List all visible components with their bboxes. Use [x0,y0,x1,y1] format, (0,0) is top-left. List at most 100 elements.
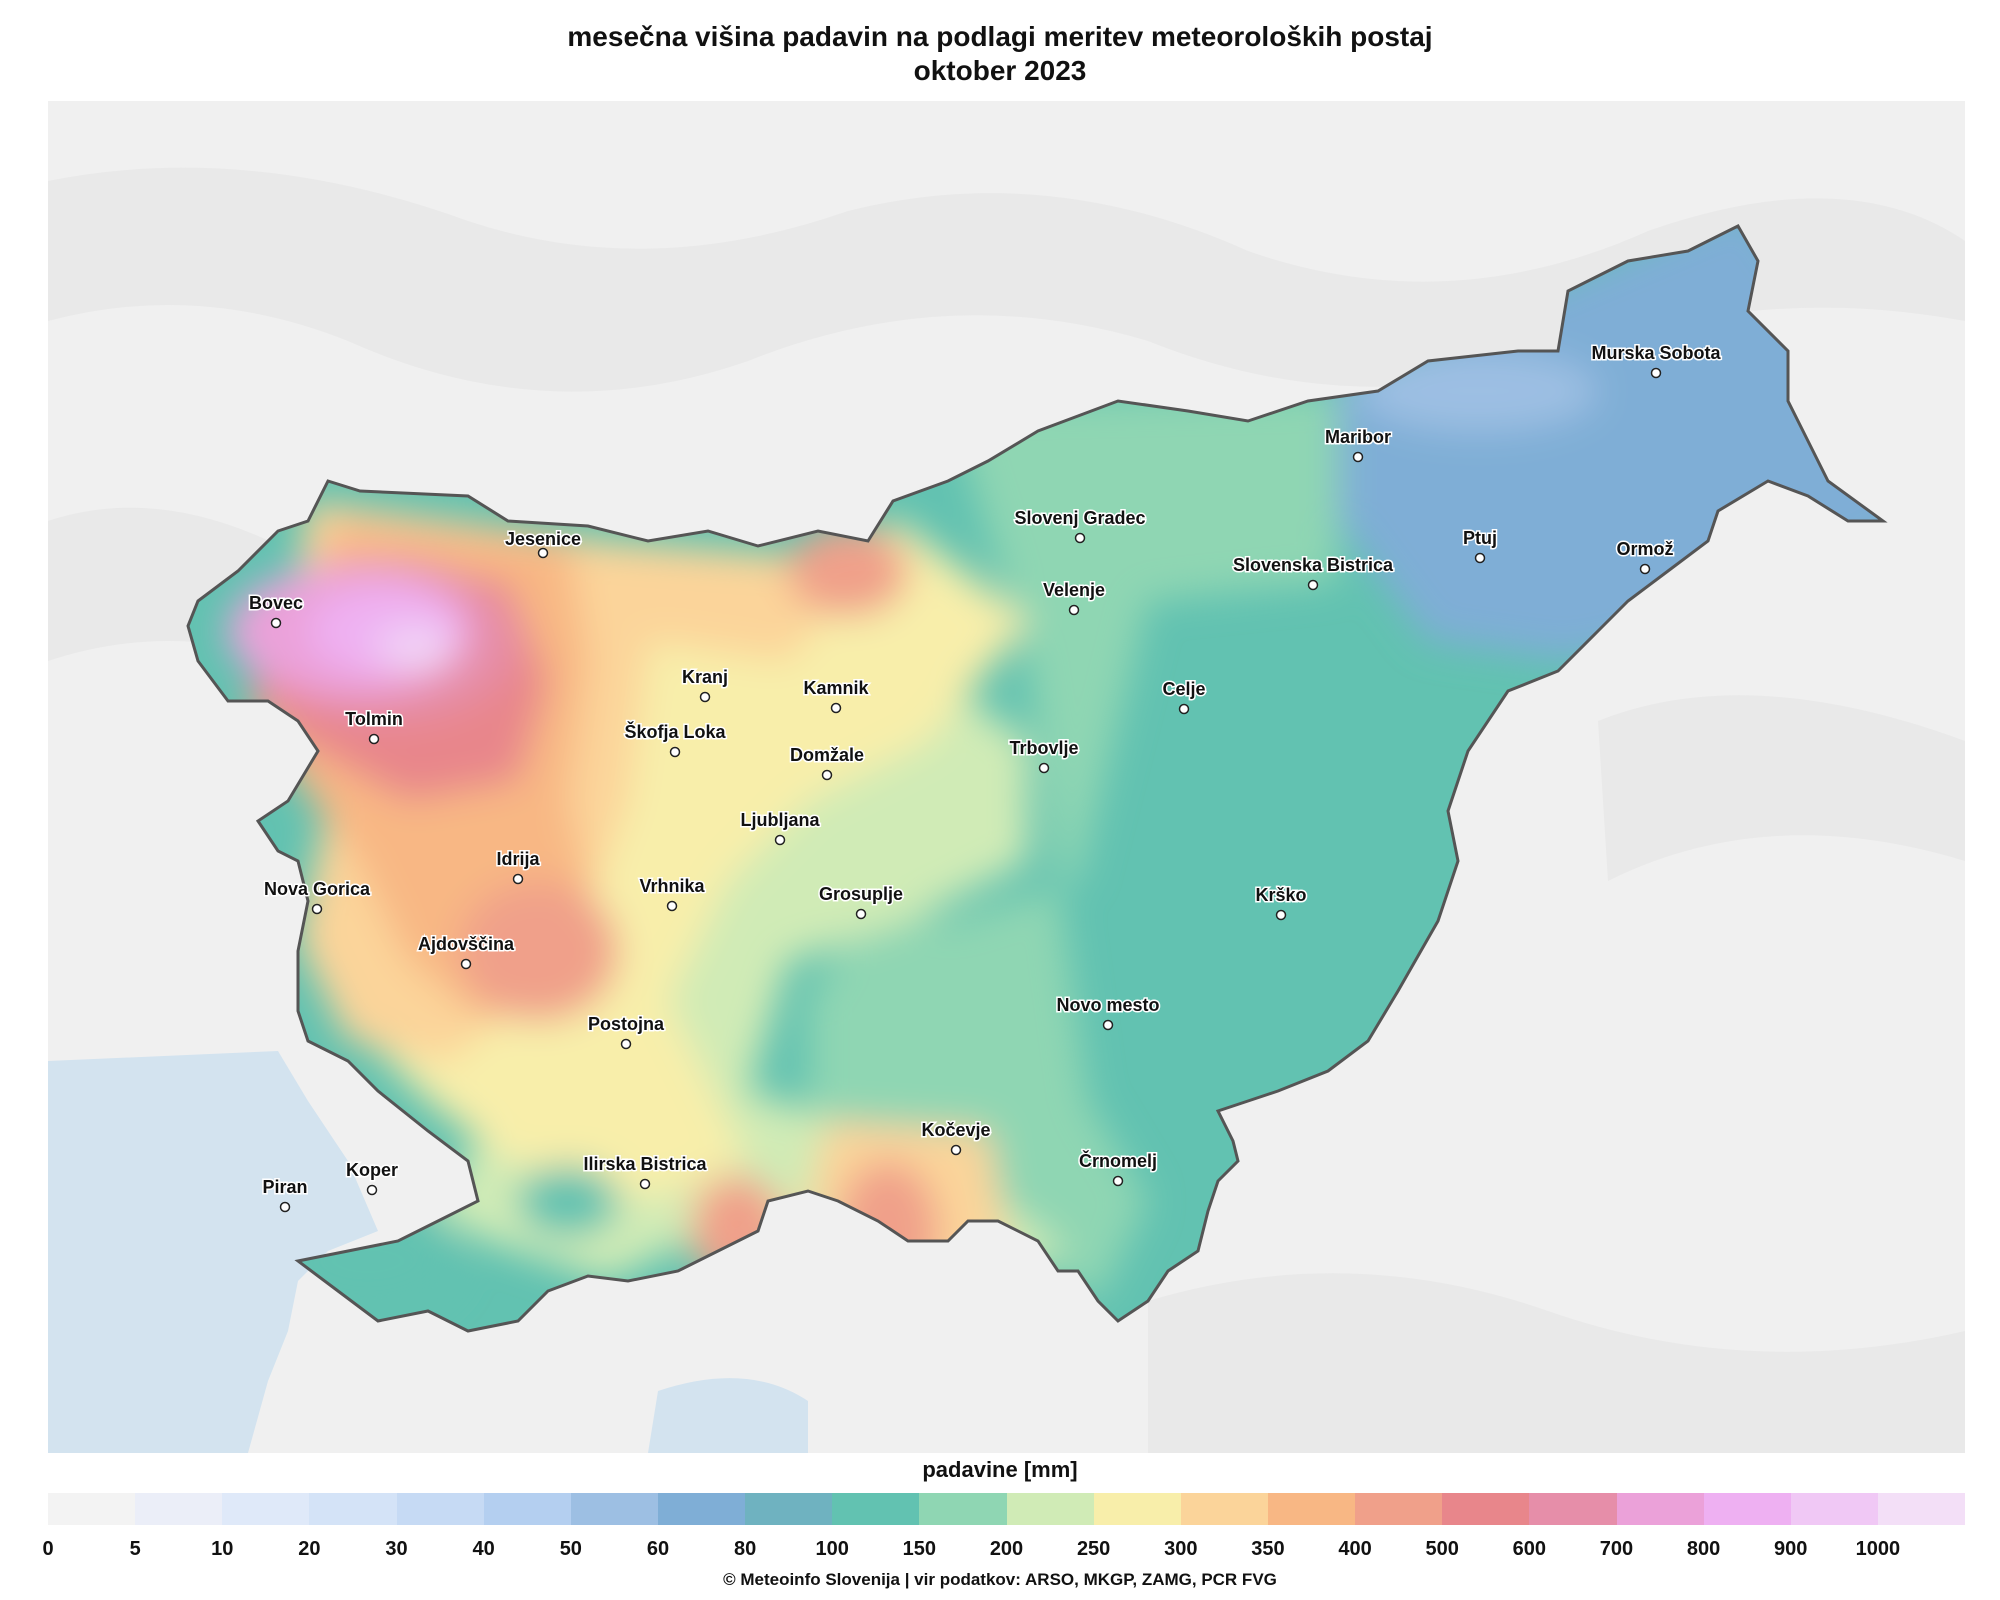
city-label: Koper [346,1160,398,1180]
legend-tick: 40 [472,1538,495,1560]
city-label: Kamnik [803,678,869,698]
city-label: Velenje [1043,580,1105,600]
city-dot [270,617,282,629]
legend-swatch [1703,1493,1791,1525]
map-subtitle-date: oktober 2023 [913,55,1087,86]
city-label: Škofja Loka [624,721,726,742]
city-dot [830,702,842,714]
legend-tick: 300 [1164,1538,1198,1560]
city-marker: Murska Sobota [1590,342,1723,379]
legend-tick: 60 [646,1538,670,1560]
legend-tick: 250 [1076,1538,1111,1560]
legend-swatch [1442,1493,1530,1525]
city-label: Celje [1162,679,1205,699]
legend-swatch [1529,1493,1617,1525]
city-label: Slovenska Bistrica [1233,555,1394,575]
city-label: Črnomelj [1079,1150,1157,1171]
legend-swatch [1616,1493,1704,1525]
city-label: Slovenj Gradec [1014,508,1145,528]
legend-tick: 350 [1251,1538,1285,1560]
city-label: Vrhnika [639,876,705,896]
city-label: Grosuplje [819,884,903,904]
city-dot [620,1038,632,1050]
city-dot [1068,604,1080,616]
city-marker: Domžale [788,744,866,781]
city-label: Maribor [1325,427,1391,447]
legend-swatch [309,1493,397,1525]
city-marker: Črnomelj [1077,1149,1159,1187]
city-label: Ormož [1616,539,1673,559]
city-label: Idrija [496,849,540,869]
city-label: Kranj [682,667,728,687]
city-dot [774,834,786,846]
legend-tick: 900 [1774,1538,1808,1560]
city-dot [537,547,549,559]
legend-tick: 10 [211,1538,234,1560]
legend-tick-labels: 0 5 10 20 30 40 50 60 80 100 150 200 250 300 350 400 500… [42,1538,1965,1564]
city-dot [821,769,833,781]
legend-swatch [1790,1493,1878,1525]
city-dot [512,873,524,885]
city-label: Postojna [588,1014,665,1034]
legend-tick: 200 [989,1538,1024,1560]
city-dot [1112,1175,1124,1187]
precipitation-map: Jesenice Bovec Tolmin Kranj Kamnik Škofja Lok… [48,101,1965,1453]
city-marker: Ormož [1615,538,1675,575]
city-dot [1639,563,1651,575]
legend-swatch [1006,1493,1094,1525]
legend-swatch [1267,1493,1356,1525]
city-marker: Nova Gorica [262,878,373,915]
city-markers: Jesenice Bovec Tolmin Kranj Kamnik Škofja Lok… [247,342,1723,1213]
legend-tick: 400 [1338,1538,1372,1560]
city-dot [699,691,711,703]
city-dot [950,1144,962,1156]
city-marker: Kranj [680,666,730,703]
city-marker: Krško [1254,884,1308,921]
city-marker: Piran [261,1176,309,1213]
legend-swatch [1355,1493,1443,1525]
legend-swatch [483,1493,571,1525]
city-dot [1275,909,1287,921]
city-marker: Maribor [1323,426,1393,463]
legend-tick: 600 [1512,1538,1546,1560]
data-credit: © Meteoinfo Slovenija | vir podatkov: AR… [723,1570,1277,1589]
legend-tick: 20 [298,1538,321,1560]
city-dot [366,1184,378,1196]
city-dot [279,1201,291,1213]
legend-tick: 500 [1425,1538,1459,1560]
city-dot [666,900,678,912]
legend-swatch [396,1493,484,1525]
legend-tick: 100 [815,1538,849,1560]
legend-swatch [832,1493,920,1525]
city-marker: Postojna [586,1013,666,1050]
legend-swatch [657,1493,746,1525]
city-label: Ptuj [1463,528,1497,548]
city-dot [1102,1019,1114,1031]
city-marker: Velenje [1041,579,1107,616]
city-dot [1038,762,1050,774]
legend-swatch [135,1493,223,1525]
city-label: Kočevje [921,1120,990,1140]
city-label: Ljubljana [740,810,820,830]
city-dot [1474,552,1486,564]
city-label: Domžale [790,745,864,765]
slovenia-border [186,224,1888,1333]
city-marker: Bovec [247,592,305,629]
city-label: Nova Gorica [264,879,371,899]
city-label: Krško [1255,885,1306,905]
city-marker: Jesenice [503,528,583,559]
legend-tick: 150 [902,1538,937,1560]
city-dot [368,733,380,745]
city-dot [855,908,867,920]
city-dot [669,746,681,758]
city-marker: Škofja Loka [623,720,728,758]
legend-swatch [1093,1493,1181,1525]
legend-swatch [745,1493,833,1525]
legend-tick: 800 [1686,1538,1721,1560]
city-label: Tolmin [345,709,403,729]
sea-area [48,1051,808,1453]
city-marker: Trbovlje [1008,737,1080,774]
city-marker: Slovenj Gradec [1013,507,1147,544]
city-marker: Ptuj [1462,527,1499,564]
city-marker: Slovenska Bistrica [1231,554,1396,591]
